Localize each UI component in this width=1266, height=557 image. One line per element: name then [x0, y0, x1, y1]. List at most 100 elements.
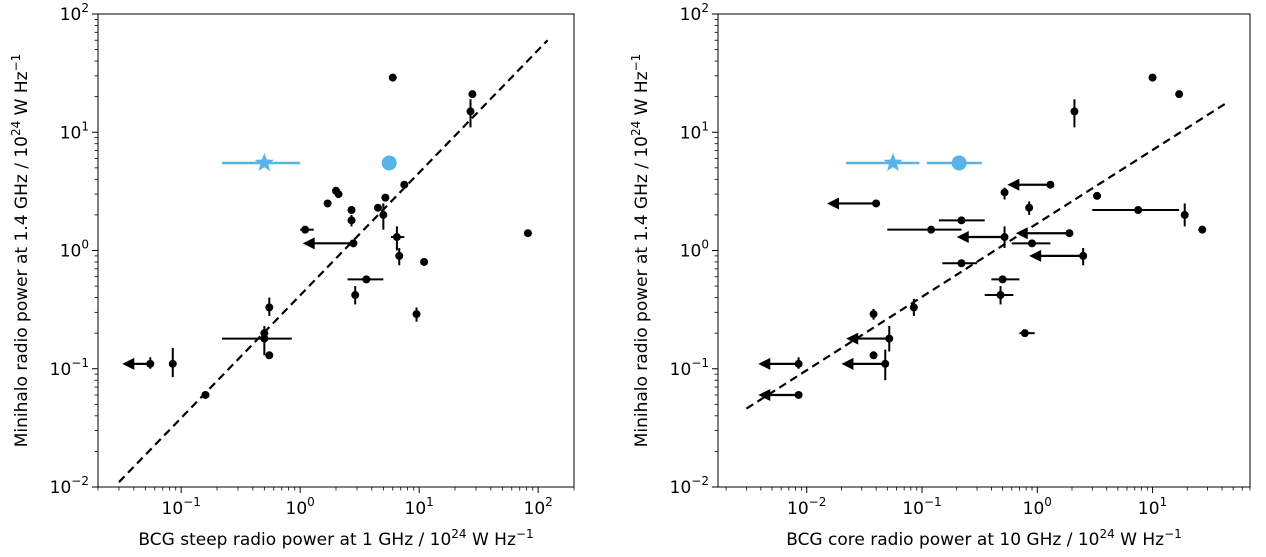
upper-limit-arrow-head: [302, 237, 315, 250]
tick-exponent: 0: [307, 495, 315, 509]
data-point: [927, 225, 936, 234]
y-axis-label: Minihalo radio power at 1.4 GHz / 1024 W…: [9, 54, 32, 448]
data-point: [466, 107, 475, 116]
tick-mantissa: 10: [50, 360, 72, 380]
tick-mantissa: 10: [162, 499, 184, 519]
data-point: [1134, 206, 1143, 215]
data-point: [146, 359, 155, 368]
highlight-star-point: [883, 152, 903, 172]
data-point: [869, 351, 878, 360]
y-tick-label: 101: [60, 119, 89, 143]
data-point: [1020, 329, 1029, 338]
data-point: [201, 390, 210, 399]
tick-mantissa: 10: [405, 499, 427, 519]
upper-limit-arrow-head: [122, 357, 135, 370]
data-point: [957, 259, 966, 268]
upper-limit-arrow-head: [758, 388, 771, 401]
data-point: [168, 359, 177, 368]
tick-exponent: 1: [81, 119, 89, 133]
data-point: [301, 225, 310, 234]
tick-exponent: 0: [1044, 495, 1052, 509]
data-point: [400, 180, 409, 189]
data-point: [909, 303, 918, 312]
tick-exponent: −2: [71, 474, 89, 488]
data-point: [392, 233, 401, 242]
label-superscript: 24: [9, 121, 23, 136]
tick-exponent: 0: [81, 238, 89, 252]
data-point: [388, 73, 397, 82]
highlight-star-point: [254, 152, 274, 172]
upper-limit-arrow-head: [758, 357, 771, 370]
x-tick-label: 100: [1023, 495, 1052, 519]
x-tick-label: 10−2: [787, 495, 826, 519]
upper-limit-arrow-head: [841, 357, 854, 370]
tick-exponent: 0: [701, 238, 709, 252]
x-tick-label: 100: [286, 495, 315, 519]
y-tick-label: 100: [680, 238, 709, 262]
label-superscript: −1: [9, 54, 23, 72]
data-point: [420, 257, 429, 266]
data-point: [323, 199, 332, 208]
tick-exponent: 1: [426, 495, 434, 509]
y-tick-label: 10−2: [670, 474, 709, 498]
data-point: [265, 351, 274, 360]
data-point: [1028, 239, 1037, 248]
upper-limit-arrow-head: [827, 197, 840, 210]
tick-mantissa: 10: [680, 5, 702, 25]
x-tick-label: 102: [524, 495, 553, 519]
upper-limit-arrow-head: [1007, 178, 1020, 191]
y-tick-label: 102: [60, 1, 89, 25]
tick-exponent: −1: [924, 495, 942, 509]
tick-exponent: 2: [701, 1, 709, 15]
label-text: W Hz: [467, 530, 516, 550]
x-tick-label: 101: [405, 495, 434, 519]
data-point: [885, 334, 894, 343]
data-point: [412, 310, 421, 319]
y-tick-label: 101: [680, 119, 709, 143]
data-point: [347, 216, 356, 225]
data-point: [351, 291, 360, 300]
highlight-circle-point: [381, 155, 397, 171]
plot-frame: [97, 13, 575, 488]
data-point: [362, 275, 371, 284]
x-tick-label: 10−1: [162, 495, 201, 519]
tick-exponent: 1: [1160, 495, 1168, 509]
highlight-circle-point: [951, 155, 967, 171]
label-text: BCG steep radio power at 1 GHz / 10: [138, 530, 451, 550]
data-point: [347, 206, 356, 215]
tick-exponent: −2: [691, 474, 709, 488]
tick-exponent: 2: [81, 1, 89, 15]
tick-mantissa: 10: [670, 478, 692, 498]
data-point: [1065, 229, 1074, 238]
data-point: [1198, 225, 1207, 234]
tick-mantissa: 10: [286, 499, 308, 519]
tick-mantissa: 10: [787, 499, 809, 519]
tick-mantissa: 10: [680, 242, 702, 262]
label-text: W Hz: [632, 71, 652, 120]
label-superscript: 24: [1099, 527, 1114, 541]
x-tick-label: 101: [1138, 495, 1167, 519]
label-text: W Hz: [1115, 530, 1164, 550]
tick-exponent: −2: [809, 495, 827, 509]
data-point: [794, 390, 803, 399]
data-point: [1070, 107, 1079, 116]
label-superscript: −1: [629, 54, 643, 72]
x-axis-label: BCG core radio power at 10 GHz / 1024 W …: [786, 527, 1182, 550]
label-text: Minihalo radio power at 1.4 GHz / 10: [632, 136, 652, 447]
y-tick-label: 10−2: [50, 474, 89, 498]
data-point: [1093, 191, 1102, 200]
tick-exponent: −1: [71, 356, 89, 370]
tick-exponent: −1: [183, 495, 201, 509]
data-point: [265, 303, 274, 312]
data-point: [379, 210, 388, 219]
tick-mantissa: 10: [902, 499, 924, 519]
tick-mantissa: 10: [1138, 499, 1160, 519]
data-point: [1046, 180, 1055, 189]
tick-mantissa: 10: [50, 478, 72, 498]
tick-mantissa: 10: [1023, 499, 1045, 519]
label-superscript: 24: [451, 527, 466, 541]
data-point: [1000, 188, 1009, 197]
y-tick-label: 10−1: [670, 356, 709, 380]
